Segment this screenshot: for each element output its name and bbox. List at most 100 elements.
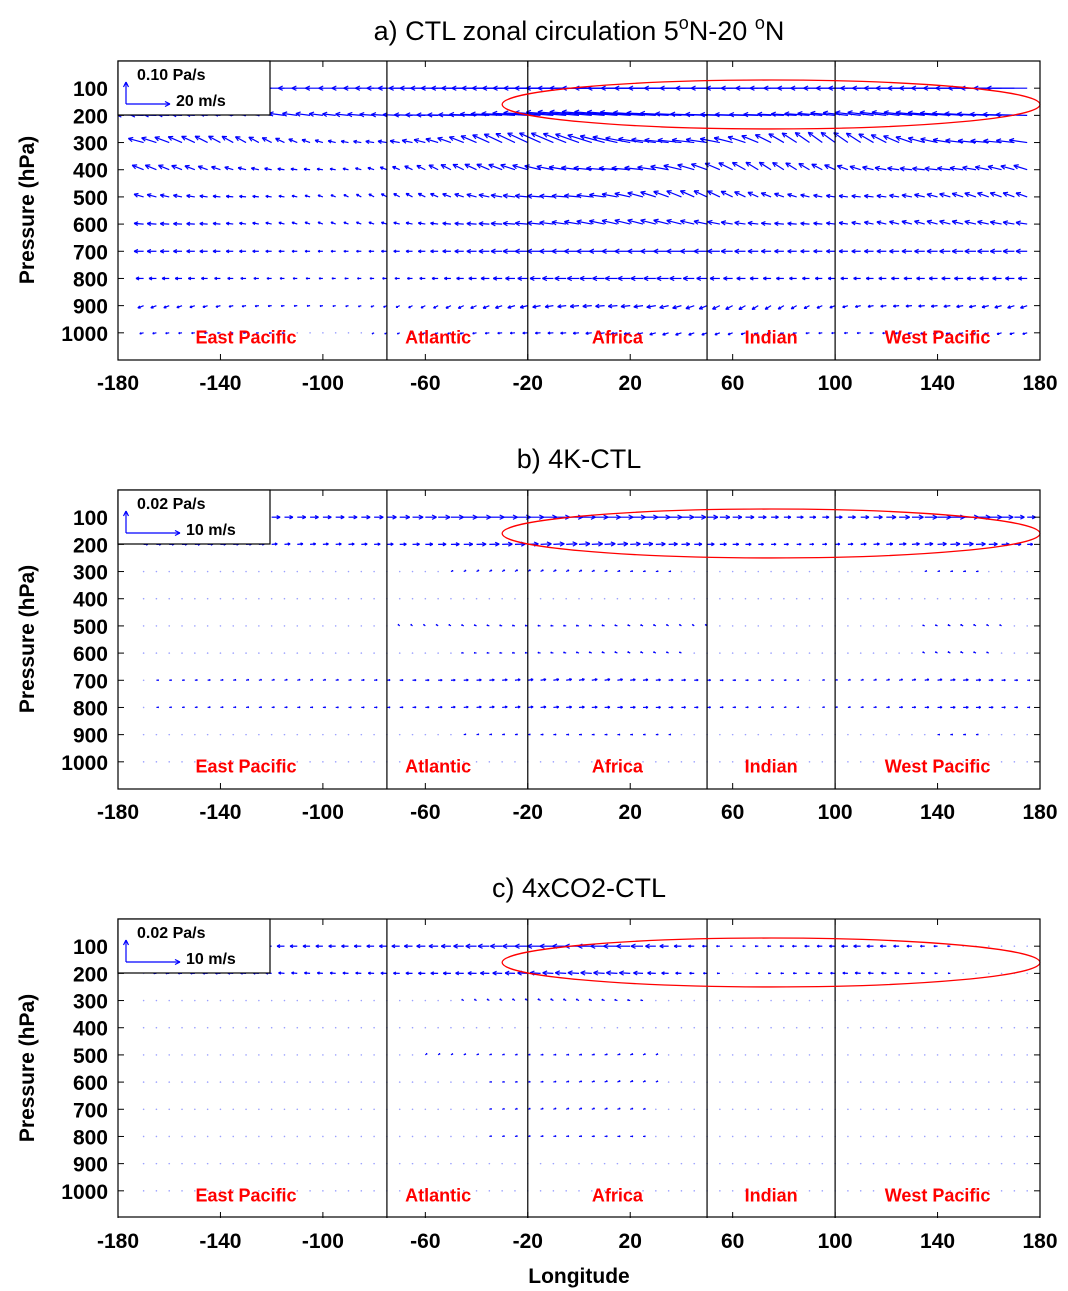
wind-vector: [585, 331, 592, 335]
calm-point: [719, 1190, 721, 1192]
wind-vector: [245, 706, 250, 709]
wind-vector: [934, 651, 938, 654]
wind-vector: [854, 304, 861, 309]
calm-point: [206, 1162, 209, 1165]
wind-vector: [730, 945, 733, 948]
wind-vector: [838, 220, 849, 226]
calm-point: [437, 1162, 439, 1165]
wind-vector: [719, 706, 724, 709]
calm-point: [219, 1081, 222, 1083]
calm-point: [373, 625, 375, 627]
calm-point: [872, 597, 875, 600]
wind-vector: [435, 623, 439, 627]
wind-vector: [630, 275, 644, 282]
wind-vector: [567, 275, 579, 282]
wind-vector: [514, 569, 519, 573]
calm-point: [296, 597, 299, 600]
wind-vector: [988, 514, 1003, 520]
wind-vector: [355, 167, 362, 171]
wind-vector: [860, 678, 864, 681]
calm-point: [258, 1054, 260, 1056]
calm-point: [475, 1026, 478, 1029]
wind-vector: [864, 248, 874, 254]
region-label-indian: Indian: [745, 328, 798, 348]
wind-vector: [284, 514, 294, 520]
wind-vector: [579, 275, 592, 282]
wind-vector: [614, 998, 618, 1002]
calm-point: [501, 1162, 503, 1165]
wind-vector: [514, 220, 528, 227]
calm-point: [142, 1190, 145, 1192]
wind-vector: [678, 651, 682, 654]
calm-point: [872, 570, 875, 573]
wind-vector: [527, 678, 534, 682]
wind-vector: [669, 275, 682, 282]
calm-point: [847, 570, 849, 573]
calm-point: [667, 999, 670, 1002]
calm-point: [987, 1190, 990, 1192]
x-tick-label: -20: [513, 372, 543, 395]
calm-point: [987, 1162, 990, 1165]
wind-vector: [606, 970, 618, 976]
wind-vector: [502, 193, 516, 199]
wind-vector: [671, 137, 695, 144]
calm-point: [1000, 1108, 1003, 1111]
wind-vector: [939, 192, 951, 198]
calm-point: [309, 1026, 311, 1029]
wind-vector: [476, 541, 487, 547]
wind-vector: [502, 705, 508, 709]
wind-vector: [860, 706, 864, 709]
calm-point: [949, 999, 952, 1002]
wind-vector: [920, 944, 925, 948]
calm-point: [783, 733, 785, 736]
wind-vector: [702, 944, 708, 948]
calm-point: [398, 1162, 401, 1165]
calm-point: [911, 570, 913, 573]
wind-vector: [225, 249, 234, 254]
wind-vector: [719, 678, 724, 682]
wind-vector: [747, 248, 759, 254]
wind-vector: [348, 542, 355, 546]
calm-point: [847, 1190, 849, 1192]
wind-vector: [943, 304, 951, 309]
y-tick-label: 300: [73, 133, 108, 156]
wind-vector: [544, 304, 554, 309]
calm-point: [1000, 945, 1003, 947]
wind-vector: [934, 972, 938, 975]
region-label-east-pacific: East Pacific: [196, 328, 297, 348]
wind-vector: [540, 678, 547, 682]
calm-point: [770, 1162, 772, 1165]
calm-point: [923, 1026, 926, 1029]
calm-point: [347, 1162, 350, 1165]
key-vertical-label: 0.02 Pa/s: [137, 496, 206, 513]
y-tick-label: 700: [73, 241, 108, 264]
calm-point: [270, 761, 273, 763]
calm-point: [270, 652, 273, 654]
calm-point: [757, 733, 760, 736]
wind-vector: [425, 542, 434, 547]
y-tick-label: 700: [73, 670, 108, 693]
wind-vector: [565, 569, 570, 573]
wind-vector: [950, 733, 954, 736]
wind-vector: [492, 276, 503, 281]
calm-point: [603, 1190, 606, 1192]
calm-point: [975, 1054, 977, 1056]
wind-vector: [610, 331, 618, 336]
wind-vector: [133, 192, 144, 198]
wind-vector: [655, 541, 666, 547]
wind-vector: [627, 191, 644, 198]
calm-point: [693, 597, 696, 600]
calm-point: [398, 1135, 401, 1138]
y-tick-label: 800: [73, 268, 108, 291]
wind-vector: [899, 514, 910, 520]
wind-vector: [527, 220, 541, 226]
wind-vector: [335, 706, 339, 709]
wind-vector: [784, 111, 810, 117]
wind-vector: [644, 137, 669, 144]
x-tick-label: 100: [818, 372, 853, 395]
calm-point: [194, 597, 196, 600]
calm-point: [245, 1108, 247, 1111]
calm-point: [1013, 1081, 1016, 1083]
wind-vector: [460, 135, 477, 144]
wind-vector: [463, 678, 469, 682]
